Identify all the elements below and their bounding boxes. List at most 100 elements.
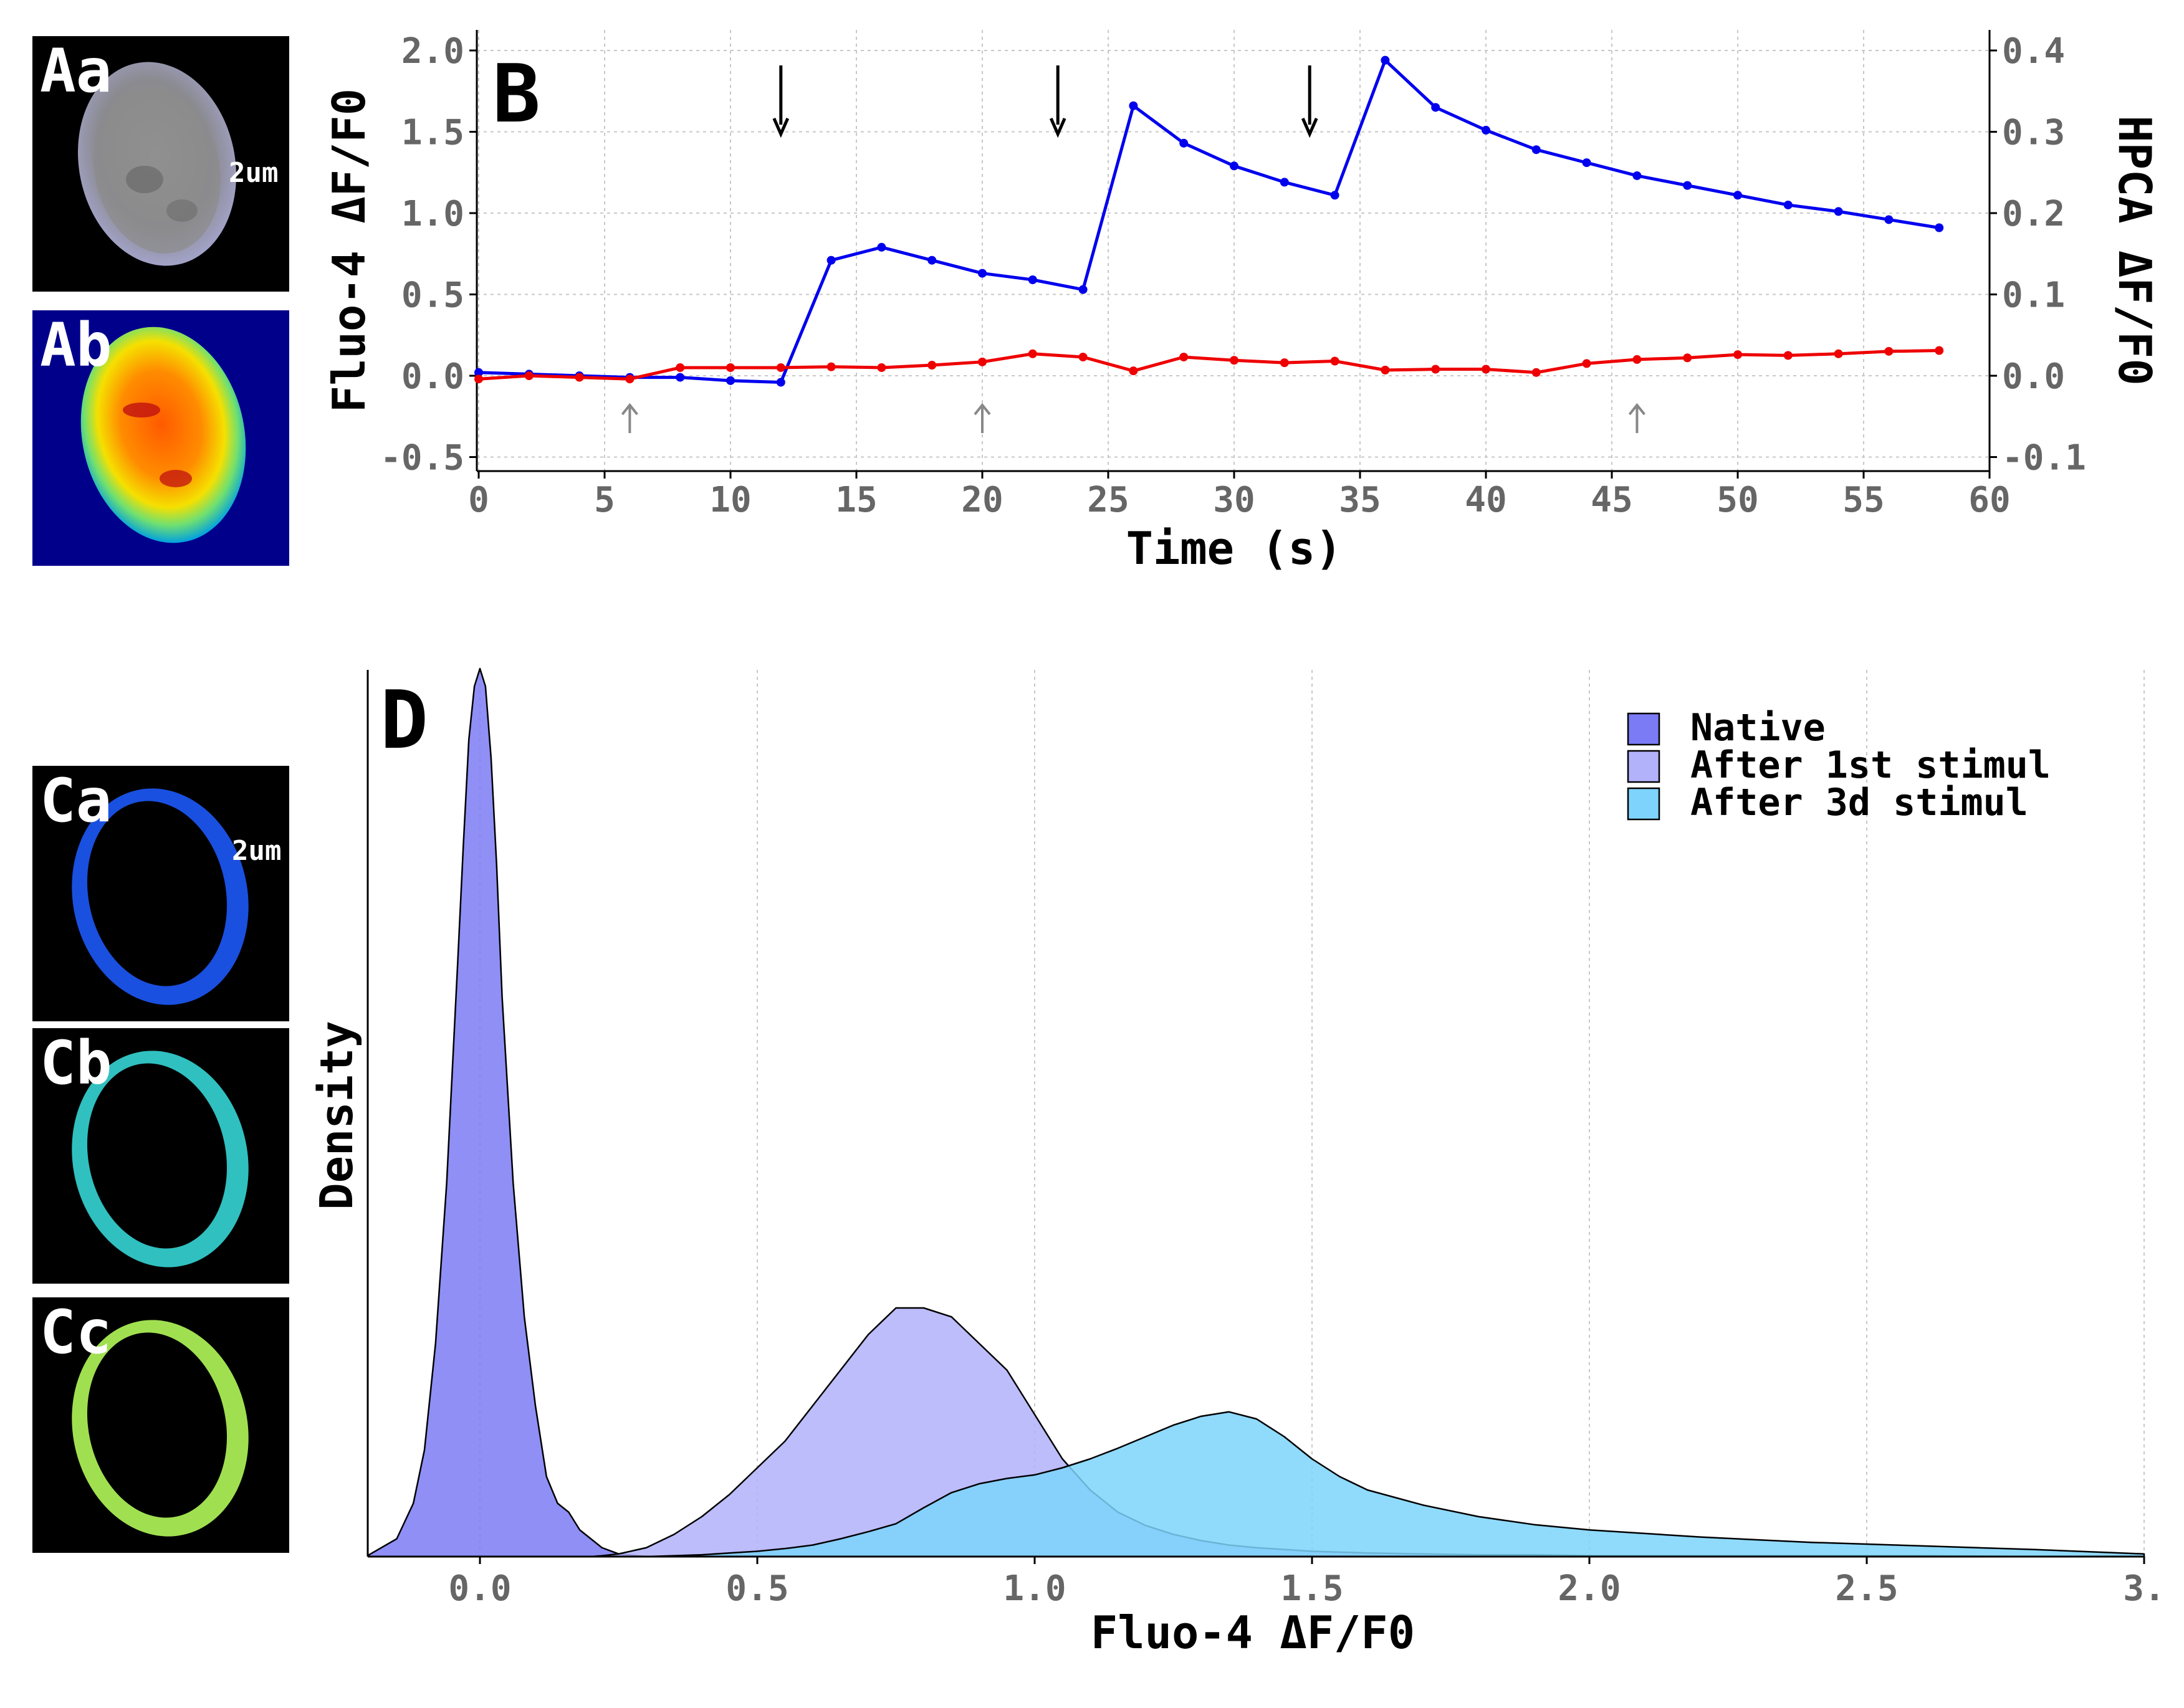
- panel-label-ab: Ab: [40, 310, 112, 380]
- chart-b-point-hpca: [474, 375, 483, 384]
- chart-b-point-hpca: [1733, 350, 1742, 360]
- chart-b-grid: [477, 30, 1990, 471]
- chart-b-point-fluo4: [1783, 200, 1793, 209]
- chart-b-point-hpca: [1683, 353, 1692, 363]
- chart-b-point-hpca: [1028, 349, 1037, 358]
- chart-b-left-tick-label: 1.5: [401, 113, 464, 153]
- panel-cb-image: Cb: [32, 1028, 289, 1284]
- chart-b-point-fluo4: [1431, 103, 1440, 112]
- chart-b-right-tick-label: 0.4: [2002, 31, 2065, 72]
- chart-d-x-tick-label: 1.0: [1003, 1568, 1066, 1609]
- chart-b-point-hpca: [1632, 355, 1642, 364]
- chart-b-right-tick-label: 0.1: [2002, 275, 2065, 316]
- chart-b: 0 5 10 15 20 25 30 35 40 45 50 55 60 -0.5 0.0 0.5 1.0 1.…: [323, 30, 2161, 575]
- chart-b-point-hpca: [1935, 346, 1944, 355]
- chart-d-x-tick-label: 2.5: [1835, 1568, 1898, 1609]
- chart-b-x-tick-label: 45: [1591, 480, 1632, 520]
- chart-b-left-tick-label: -0.5: [380, 438, 464, 479]
- chart-b-point-fluo4: [1330, 191, 1339, 200]
- chart-b-left-ticks: -0.5 0.0 0.5 1.0 1.5 2.0: [380, 31, 477, 479]
- chart-b-series-line-fluo4: [478, 59, 1940, 384]
- chart-b-minor-arrowhead: [974, 403, 991, 416]
- scalebar-label-aa: 2um: [229, 157, 279, 189]
- legend-label-after-3d: After 3d stimul: [1690, 781, 2028, 824]
- chart-b-x-tick-label: 15: [835, 480, 877, 520]
- chart-b-x-tick-label: 35: [1339, 480, 1381, 520]
- chart-b-point-hpca: [1431, 365, 1440, 374]
- cell-membrane-image-ca: [72, 788, 249, 1005]
- chart-d-x-tick-label: 1.5: [1280, 1568, 1343, 1609]
- chart-b-right-tick-label: 0.3: [2002, 113, 2065, 153]
- chart-b-stimulus-arrowhead: [772, 117, 790, 138]
- chart-b-left-tick-label: 0.5: [401, 275, 464, 316]
- chart-b-point-fluo4: [1884, 215, 1894, 224]
- chart-b-point-hpca: [877, 363, 886, 372]
- chart-b-point-hpca: [625, 375, 635, 384]
- chart-b-point-fluo4: [676, 373, 685, 382]
- chart-b-point-fluo4: [1028, 275, 1037, 285]
- cell-membrane-image-cb: [72, 1051, 249, 1267]
- chart-b-x-tick-label: 5: [594, 480, 615, 520]
- chart-b-point-hpca: [1582, 359, 1591, 368]
- chart-b-point-hpca: [1783, 351, 1793, 360]
- chart-d-panel-label: D: [380, 674, 428, 767]
- panel-label-cc: Cc: [40, 1297, 112, 1367]
- chart-b-point-fluo4: [1078, 285, 1088, 294]
- chart-d-x-tick-label: 0.5: [726, 1568, 788, 1609]
- chart-b-point-fluo4: [1230, 161, 1238, 171]
- chart-b-panel-label: B: [492, 48, 540, 141]
- chart-b-right-tick-label: 0.0: [2002, 356, 2065, 397]
- scalebar-label-ca: 2um: [232, 835, 282, 867]
- chart-b-point-hpca: [1230, 356, 1238, 365]
- panel-cc-image: Cc: [32, 1297, 289, 1553]
- chart-b-point-hpca: [1834, 349, 1843, 358]
- chart-d-x-tick-label: 3.: [2123, 1568, 2165, 1609]
- panel-ab-image: Ab: [32, 310, 289, 566]
- chart-b-stimulus-arrowhead: [1049, 117, 1066, 138]
- chart-b-x-tick-label: 25: [1087, 480, 1129, 520]
- chart-b-point-fluo4: [474, 368, 483, 377]
- chart-b-x-ticks: 0 5 10 15 20 25 30 35 40 45 50 55 60: [468, 471, 2011, 520]
- chart-b-point-hpca: [776, 363, 785, 372]
- cell-membrane-image-cc: [72, 1320, 249, 1537]
- chart-b-x-tick-label: 60: [1968, 480, 2010, 520]
- chart-b-point-hpca: [1129, 366, 1138, 376]
- legend-swatch-native: [1627, 712, 1660, 746]
- chart-b-point-hpca: [575, 373, 584, 382]
- chart-b-series-line-hpca: [478, 349, 1940, 381]
- chart-d-x-tick-label: 2.0: [1558, 1568, 1621, 1609]
- chart-b-x-tick-label: 55: [1842, 480, 1884, 520]
- panel-label-cb: Cb: [40, 1028, 112, 1098]
- chart-b-point-hpca: [927, 361, 937, 370]
- chart-b-point-fluo4: [1129, 101, 1138, 110]
- chart-d-y-axis-title: Density: [310, 1021, 363, 1209]
- panel-ca-image: Ca 2um: [32, 766, 289, 1021]
- chart-b-right-axis-title: HPCA ΔF/F0: [2109, 115, 2161, 385]
- legend-label-after-1st: After 1st stimul: [1690, 743, 2051, 787]
- chart-b-point-hpca: [1531, 368, 1541, 377]
- chart-b-point-hpca: [1330, 356, 1339, 366]
- chart-b-point-fluo4: [1834, 207, 1843, 216]
- chart-b-point-fluo4: [1733, 191, 1742, 200]
- chart-b-x-tick-label: 40: [1465, 480, 1506, 520]
- chart-b-left-axis-title: Fluo-4 ΔF/F0: [323, 88, 375, 413]
- chart-b-right-tick-label: 0.2: [2002, 194, 2065, 234]
- panel-aa-image: Aa 2um: [32, 36, 289, 292]
- chart-b-point-fluo4: [1582, 158, 1591, 168]
- chart-b-axes: [476, 30, 1991, 472]
- legend-swatch-after-1st: [1627, 750, 1660, 783]
- chart-d-x-axis-title: Fluo-4 ΔF/F0: [1091, 1606, 1415, 1659]
- legend-label-native: Native: [1690, 706, 1826, 750]
- chart-b-x-tick-label: 20: [961, 480, 1003, 520]
- legend-swatch-after-3d: [1627, 787, 1660, 821]
- chart-b-point-hpca: [1884, 346, 1894, 356]
- chart-b-point-fluo4: [1179, 138, 1189, 148]
- chart-b-point-hpca: [1179, 352, 1189, 361]
- chart-b-point-hpca: [524, 371, 534, 380]
- chart-b-point-fluo4: [877, 242, 886, 252]
- chart-b-point-fluo4: [927, 255, 937, 265]
- cell-heatmap-image: [80, 327, 246, 543]
- cell-grayscale-image: [78, 62, 236, 266]
